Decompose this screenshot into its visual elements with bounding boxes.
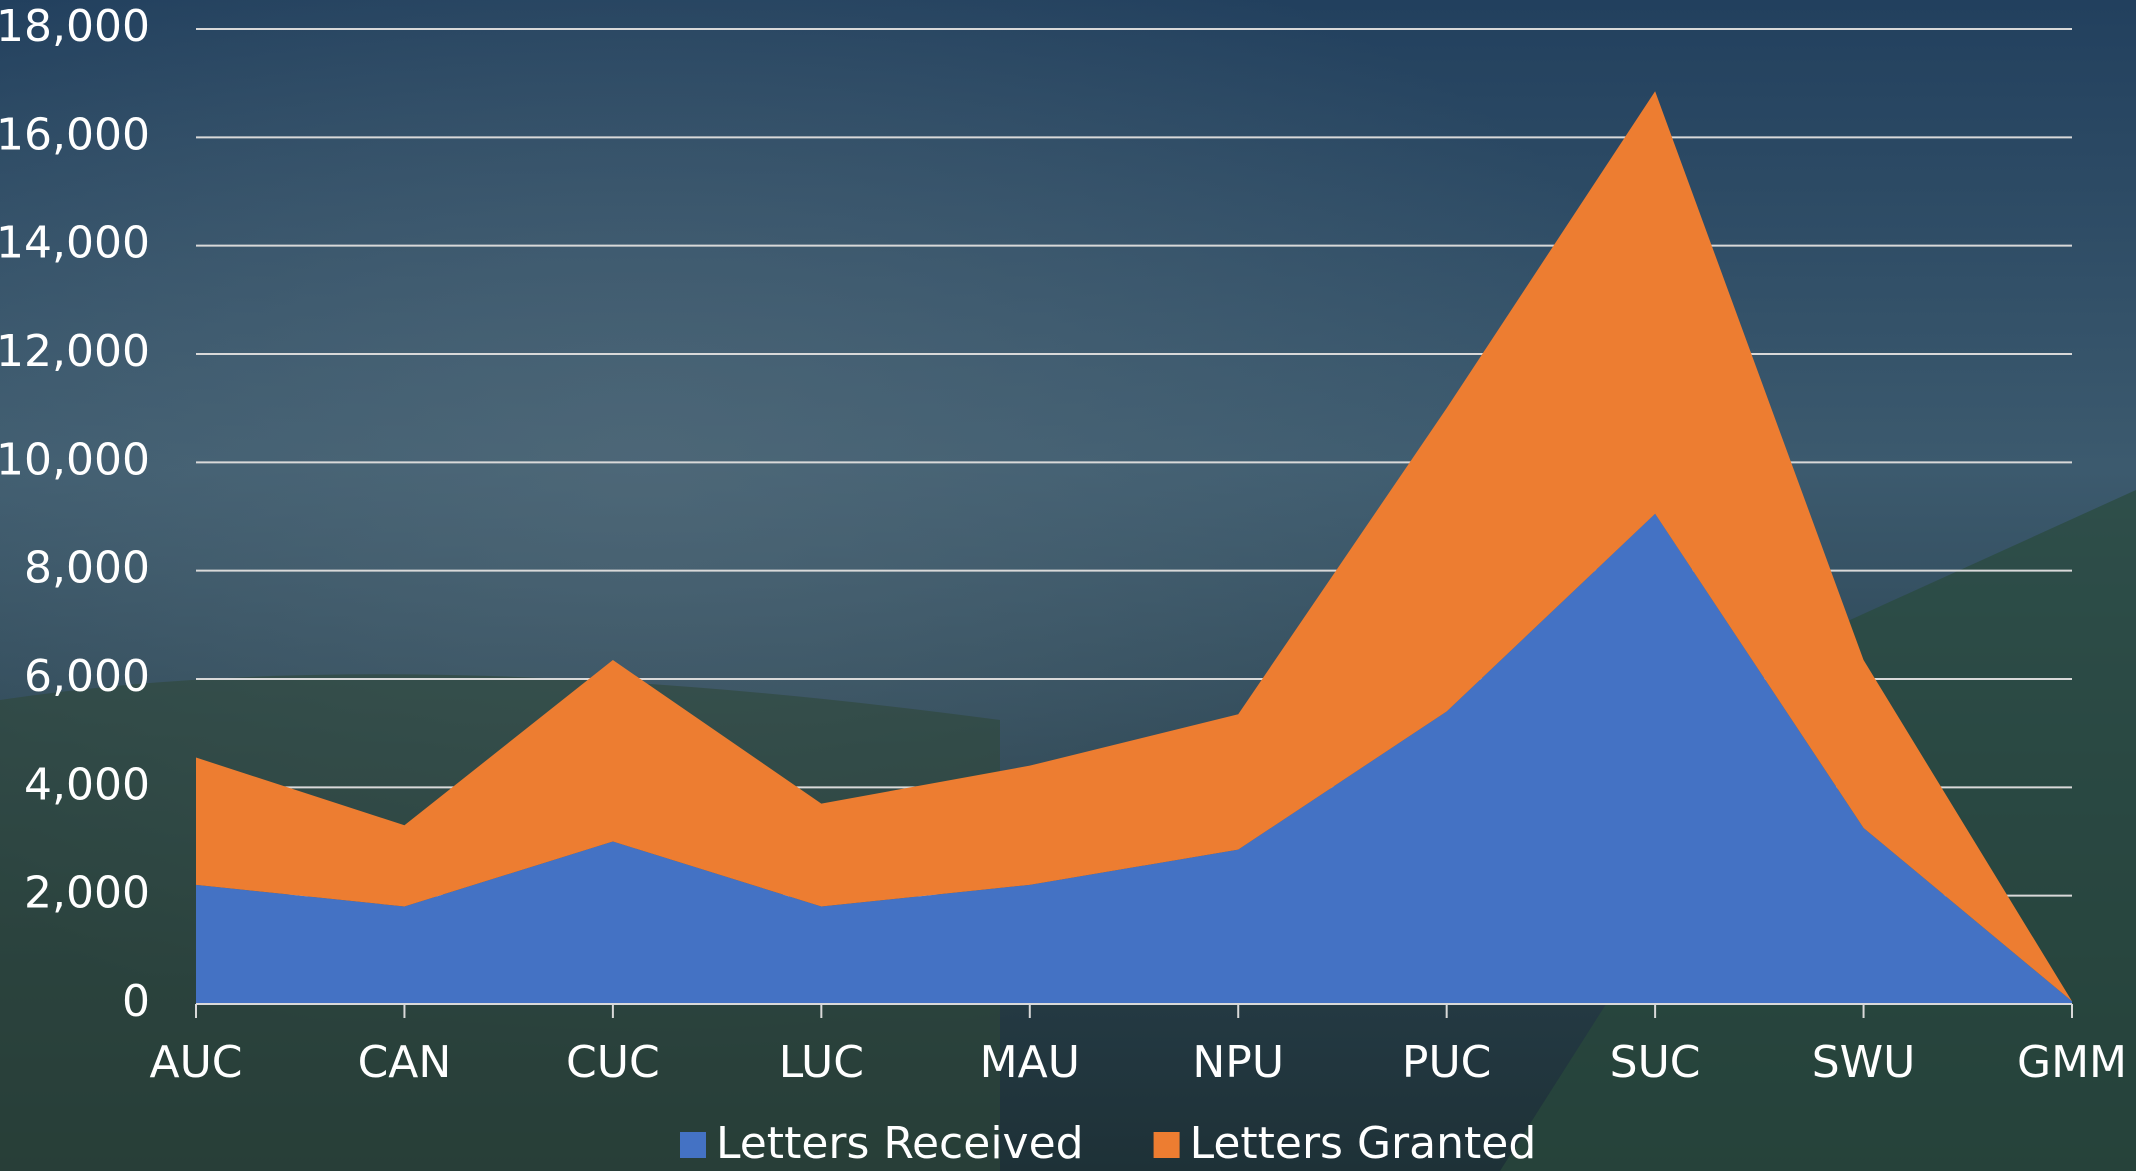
y-tick-label: 18,000: [0, 1, 150, 52]
x-tick-label: GMM: [2017, 1037, 2127, 1088]
y-tick-label: 0: [122, 976, 150, 1027]
x-tick-label: CUC: [566, 1037, 660, 1088]
legend-label: Letters Received: [716, 1118, 1084, 1169]
y-tick-label: 14,000: [0, 218, 150, 269]
legend-label: Letters Granted: [1190, 1118, 1537, 1169]
x-tick-label: SWU: [1812, 1037, 1916, 1088]
y-tick-label: 12,000: [0, 326, 150, 377]
y-tick-label: 4,000: [24, 759, 150, 810]
x-tick-label: MAU: [980, 1037, 1080, 1088]
x-tick-label: PUC: [1402, 1037, 1491, 1088]
x-tick-label: CAN: [358, 1037, 452, 1088]
legend-swatch: [1153, 1132, 1180, 1158]
area: [196, 513, 2072, 1004]
area: [196, 91, 2072, 1002]
x-tick-label: LUC: [779, 1037, 864, 1088]
x-tick-label: AUC: [149, 1037, 242, 1088]
y-tick-label: 2,000: [24, 868, 150, 919]
y-tick-label: 8,000: [24, 543, 150, 594]
x-tick-label: SUC: [1610, 1037, 1701, 1088]
legend-swatch: [680, 1132, 706, 1158]
y-tick-label: 10,000: [0, 434, 150, 485]
y-tick-label: 6,000: [24, 651, 150, 702]
y-tick-label: 16,000: [0, 109, 150, 160]
legend-item: Letters Granted: [1153, 1118, 1537, 1169]
x-tick-label: NPU: [1192, 1037, 1284, 1088]
legend-item: Letters Received: [680, 1118, 1084, 1169]
